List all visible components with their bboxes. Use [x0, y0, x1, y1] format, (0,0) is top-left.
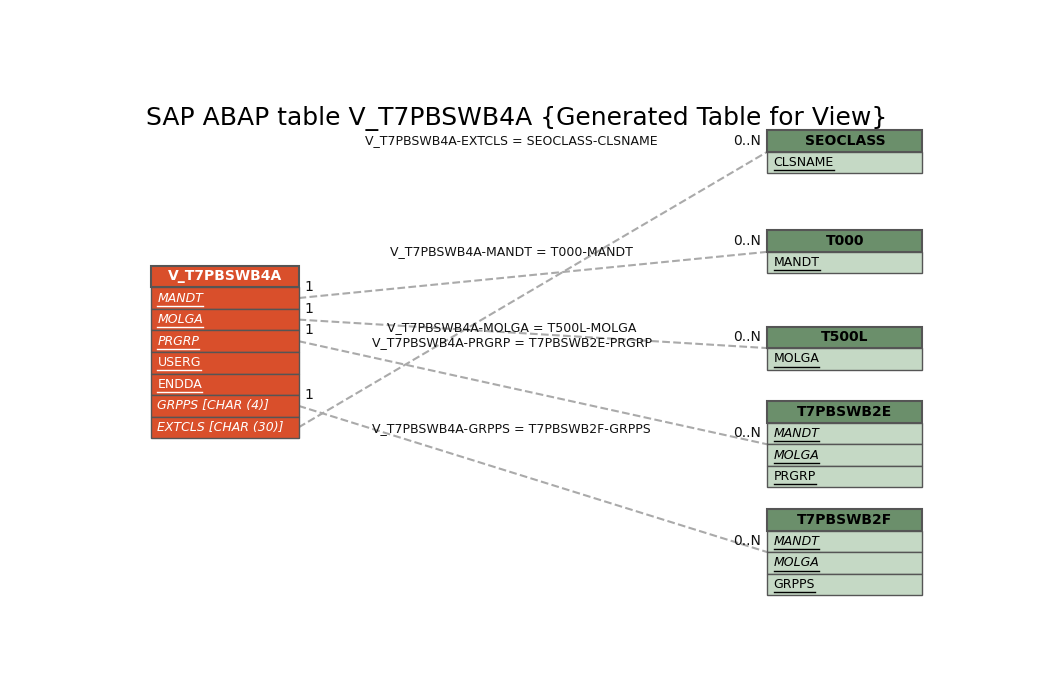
FancyBboxPatch shape — [767, 530, 922, 552]
Text: MANDT [CLNT (3)]: MANDT [CLNT (3)] — [773, 427, 888, 440]
Text: 0..N: 0..N — [733, 427, 761, 440]
Text: 0..N: 0..N — [733, 534, 761, 548]
Text: EXTCLS [CHAR (30)]: EXTCLS [CHAR (30)] — [157, 421, 284, 434]
Text: PRGRP [CHAR (4)]: PRGRP [CHAR (4)] — [157, 335, 270, 348]
Text: MOLGA: MOLGA — [773, 352, 820, 365]
FancyBboxPatch shape — [767, 444, 922, 466]
Text: MANDT: MANDT — [773, 535, 820, 548]
FancyBboxPatch shape — [767, 552, 922, 574]
Text: MOLGA [CHAR (2)]: MOLGA [CHAR (2)] — [773, 556, 890, 570]
Text: V_T7PBSWB4A: V_T7PBSWB4A — [168, 269, 282, 284]
FancyBboxPatch shape — [767, 152, 922, 173]
Text: CLSNAME [CHAR (30)]: CLSNAME [CHAR (30)] — [773, 156, 913, 169]
Text: MOLGA: MOLGA — [157, 313, 204, 326]
Text: PRGRP [CHAR (4)]: PRGRP [CHAR (4)] — [773, 470, 886, 483]
Text: 0..N: 0..N — [733, 234, 761, 248]
FancyBboxPatch shape — [767, 466, 922, 488]
Text: MANDT: MANDT — [773, 427, 820, 440]
Text: 1: 1 — [305, 388, 313, 402]
FancyBboxPatch shape — [767, 423, 922, 444]
Text: SEOCLASS: SEOCLASS — [805, 134, 885, 148]
Text: CLSNAME: CLSNAME — [773, 156, 833, 169]
FancyBboxPatch shape — [767, 130, 922, 152]
Text: T7PBSWB2F: T7PBSWB2F — [798, 513, 893, 527]
Text: 0..N: 0..N — [733, 134, 761, 148]
Text: 1: 1 — [305, 280, 313, 294]
FancyBboxPatch shape — [767, 252, 922, 273]
Text: 1: 1 — [305, 302, 313, 316]
FancyBboxPatch shape — [151, 287, 299, 309]
Text: MANDT: MANDT — [157, 291, 204, 304]
Text: MANDT [CLNT (3)]: MANDT [CLNT (3)] — [157, 291, 272, 304]
Text: MOLGA: MOLGA — [773, 556, 820, 570]
FancyBboxPatch shape — [151, 266, 299, 287]
FancyBboxPatch shape — [767, 401, 922, 423]
FancyBboxPatch shape — [767, 509, 922, 530]
Text: V_T7PBSWB4A-GRPPS = T7PBSWB2F-GRPPS: V_T7PBSWB4A-GRPPS = T7PBSWB2F-GRPPS — [372, 423, 651, 436]
Text: MOLGA [CHAR (2)]: MOLGA [CHAR (2)] — [773, 449, 890, 462]
Text: MOLGA [CHAR (2)]: MOLGA [CHAR (2)] — [773, 352, 890, 365]
Text: GRPPS [CHAR (4)]: GRPPS [CHAR (4)] — [773, 578, 886, 591]
Text: MOLGA: MOLGA — [773, 449, 820, 462]
Text: 1: 1 — [305, 324, 313, 337]
Text: V_T7PBSWB4A-EXTCLS = SEOCLASS-CLSNAME: V_T7PBSWB4A-EXTCLS = SEOCLASS-CLSNAME — [365, 134, 658, 147]
Text: T7PBSWB2E: T7PBSWB2E — [798, 405, 893, 419]
Text: SAP ABAP table V_T7PBSWB4A {Generated Table for View}: SAP ABAP table V_T7PBSWB4A {Generated Ta… — [146, 106, 887, 131]
FancyBboxPatch shape — [767, 574, 922, 595]
FancyBboxPatch shape — [151, 416, 299, 438]
FancyBboxPatch shape — [151, 374, 299, 395]
FancyBboxPatch shape — [767, 326, 922, 348]
Text: ENDDA [DATS (8)]: ENDDA [DATS (8)] — [157, 378, 270, 391]
Text: ENDDA: ENDDA — [157, 378, 203, 391]
FancyBboxPatch shape — [151, 352, 299, 374]
Text: 0..N: 0..N — [733, 330, 761, 344]
Text: V_T7PBSWB4A-MOLGA = T500L-MOLGA: V_T7PBSWB4A-MOLGA = T500L-MOLGA — [387, 321, 636, 334]
Text: V_T7PBSWB4A-MANDT = T000-MANDT: V_T7PBSWB4A-MANDT = T000-MANDT — [390, 245, 633, 258]
FancyBboxPatch shape — [151, 330, 299, 352]
Text: GRPPS [CHAR (4)]: GRPPS [CHAR (4)] — [157, 399, 269, 412]
FancyBboxPatch shape — [767, 348, 922, 370]
Text: MANDT [CLNT (3)]: MANDT [CLNT (3)] — [773, 535, 888, 548]
FancyBboxPatch shape — [767, 230, 922, 252]
Text: USERG: USERG — [157, 357, 200, 369]
Text: PRGRP: PRGRP — [773, 470, 816, 483]
Text: MOLGA [CHAR (2)]: MOLGA [CHAR (2)] — [157, 313, 274, 326]
Text: PRGRP: PRGRP — [157, 335, 199, 348]
Text: GRPPS: GRPPS — [773, 578, 816, 591]
FancyBboxPatch shape — [151, 395, 299, 416]
Text: V_T7PBSWB4A-PRGRP = T7PBSWB2E-PRGRP: V_T7PBSWB4A-PRGRP = T7PBSWB2E-PRGRP — [371, 336, 652, 349]
Text: T500L: T500L — [821, 330, 868, 344]
Text: MANDT [CLNT (3)]: MANDT [CLNT (3)] — [773, 256, 888, 269]
Text: USERG [CHAR (2)]: USERG [CHAR (2)] — [157, 357, 272, 369]
Text: T000: T000 — [826, 234, 864, 248]
FancyBboxPatch shape — [151, 309, 299, 330]
Text: MANDT: MANDT — [773, 256, 820, 269]
